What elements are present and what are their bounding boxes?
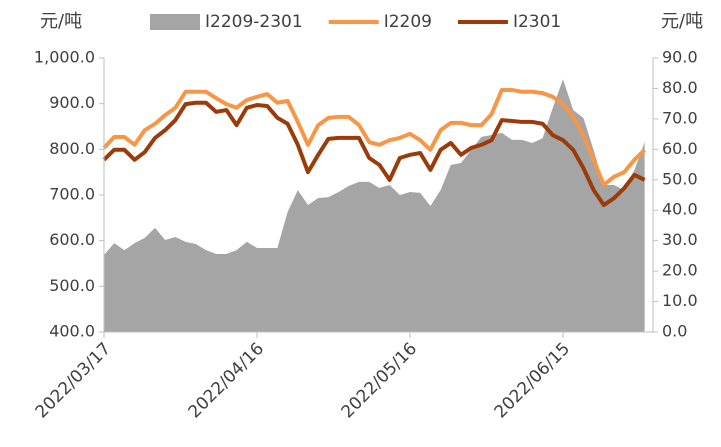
y2-tick-label: 50.0 [662, 169, 698, 188]
y2-tick-label: 30.0 [662, 230, 698, 249]
y-tick-label: 1,000.0 [34, 48, 95, 67]
y-tick-label: 600.0 [49, 230, 95, 249]
y2-tick-label: 70.0 [662, 108, 698, 127]
y-tick-label: 800.0 [49, 139, 95, 158]
y-tick-label: 700.0 [49, 185, 95, 204]
y2-tick-label: 60.0 [662, 139, 698, 158]
area [104, 79, 645, 332]
y2-tick-label: 0.0 [662, 322, 687, 341]
y2-tick-label: 90.0 [662, 48, 698, 67]
y2-tick-label: 80.0 [662, 78, 698, 97]
x-tick-label: 2022/06/15 [491, 339, 574, 422]
y-tick-label: 400.0 [49, 322, 95, 341]
line [102, 87, 647, 187]
x-tick-label: 2022/03/17 [32, 339, 115, 422]
legend-label: I2209-2301 [205, 12, 303, 32]
y-axis-label: 元/吨 [40, 11, 82, 32]
y2-axis-label: 元/吨 [661, 11, 703, 32]
y2-tick-label: 40.0 [662, 200, 698, 219]
x-tick-label: 2022/05/16 [338, 339, 421, 422]
legend-label: I2301 [513, 12, 561, 32]
y2-tick-label: 10.0 [662, 291, 698, 310]
x-tick-label: 2022/04/16 [185, 339, 268, 422]
y-tick-label: 500.0 [49, 276, 95, 295]
line [102, 100, 646, 208]
y-tick-label: 900.0 [49, 93, 95, 112]
legend-label: I2209 [384, 12, 432, 32]
legend-swatch [150, 14, 200, 30]
y2-tick-label: 20.0 [662, 261, 698, 280]
